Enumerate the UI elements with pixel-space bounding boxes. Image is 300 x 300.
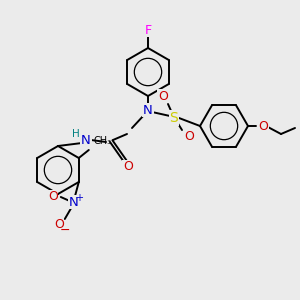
Text: O: O	[184, 130, 194, 143]
Text: F: F	[144, 23, 152, 37]
Text: O: O	[258, 119, 268, 133]
Text: CH₃: CH₃	[94, 136, 112, 146]
Text: −: −	[59, 224, 70, 236]
Text: N: N	[81, 134, 91, 146]
Text: O: O	[54, 218, 64, 232]
Text: N: N	[69, 196, 79, 208]
Text: O: O	[123, 160, 133, 173]
Text: O: O	[158, 89, 168, 103]
Text: N: N	[143, 103, 153, 116]
Text: O: O	[48, 190, 58, 203]
Text: H: H	[72, 129, 80, 139]
Text: +: +	[75, 193, 83, 203]
Text: S: S	[169, 111, 178, 125]
